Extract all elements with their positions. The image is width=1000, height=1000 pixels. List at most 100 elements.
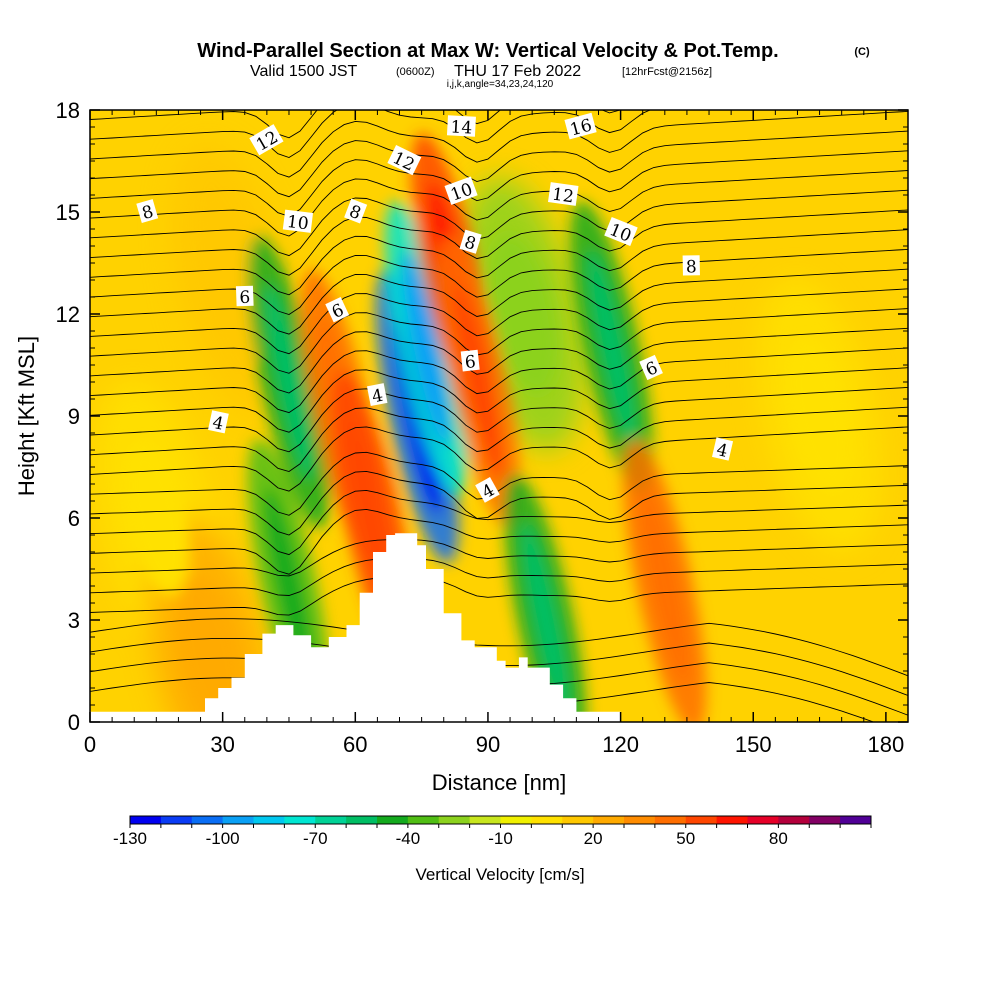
colorbar-tick-label: 20: [584, 829, 603, 848]
colorbar-swatch: [562, 816, 594, 824]
contour-label-9: 14: [446, 115, 476, 139]
colorbar-label: Vertical Velocity [cm/s]: [415, 865, 584, 884]
contour-label-7: 4: [366, 383, 388, 408]
pot-temp-line-29: [90, 110, 622, 139]
velocity-core-11: [489, 235, 558, 393]
contour-label-12: 6: [460, 349, 480, 373]
colorbar-tick-label: -10: [488, 829, 513, 848]
pot-temp-line-19: [90, 268, 908, 335]
x-tick-label: 150: [735, 732, 772, 757]
contour-label-11: 8: [459, 229, 482, 255]
pot-temp-line-17: [90, 308, 908, 374]
colorbar-swatch: [130, 816, 162, 824]
pot-temp-line-3: [90, 618, 908, 677]
velocity-core-12: [521, 522, 570, 718]
y-axis-label: Height [Kft MSL]: [14, 336, 39, 496]
contour-label-text: 6: [239, 288, 251, 308]
y-tick-label: 3: [68, 608, 80, 633]
colorbar-tick-label: -40: [396, 829, 421, 848]
contour-label-3: 8: [344, 198, 368, 224]
colorbar-tick-label: -70: [303, 829, 328, 848]
colorbar-swatch: [315, 816, 347, 824]
contour-label-text: 8: [686, 257, 697, 277]
pot-temp-line-6: [90, 539, 908, 577]
colorbar-swatch: [500, 816, 532, 824]
y-tick-label: 6: [68, 506, 80, 531]
pot-temp-line-5: [90, 557, 908, 596]
colorbar-swatch: [593, 816, 625, 824]
x-tick-label: 120: [602, 732, 639, 757]
subtitle-date: THU 17 Feb 2022: [454, 63, 581, 80]
pot-temp-line-9: [90, 470, 908, 536]
pot-temp-line-10: [90, 451, 908, 516]
subtitle-forecast: [12hrFcst@2156z]: [622, 66, 712, 78]
pot-temp-line-18: [90, 288, 908, 355]
contour-label-text: 8: [140, 202, 156, 224]
colorbar: -130 -100 -70 -40 -10 20 50 80: [113, 815, 872, 848]
x-tick-label: 0: [84, 732, 96, 757]
x-tick-label: 90: [476, 732, 500, 757]
chart-title: Wind-Parallel Section at Max W: Vertical…: [197, 40, 778, 62]
pot-temp-line-4: [90, 576, 908, 616]
colorbar-swatch: [840, 816, 872, 824]
colorbar-swatch: [438, 816, 471, 824]
x-tick-label: 180: [868, 732, 905, 757]
pot-temp-line-15: [90, 347, 908, 414]
pot-temp-line-25: [90, 150, 908, 217]
colorbar-swatch: [685, 816, 718, 824]
pot-temp-line-20: [90, 248, 908, 315]
colorbar-swatch: [809, 816, 841, 824]
colorbar-tick-label: -100: [206, 829, 240, 848]
pot-temp-line-7: [90, 508, 908, 575]
contour-label-text: 4: [370, 386, 384, 408]
colorbar-swatch: [253, 816, 285, 824]
contour-label-18: 6: [639, 354, 663, 381]
contour-label-17: 8: [682, 255, 700, 277]
pot-temp-line-22: [90, 209, 908, 276]
colorbar-swatch: [377, 816, 409, 824]
contour-label-2: 8: [136, 199, 159, 224]
colorbar-swatch: [716, 816, 748, 824]
x-tick-label: 60: [343, 732, 367, 757]
contour-label-text: 12: [551, 185, 575, 208]
velocity-core-15: [785, 337, 854, 495]
contour-label-5: 6: [325, 297, 350, 323]
contour-label-4: 6: [235, 285, 254, 308]
subtitle-valid: Valid 1500 JST: [250, 63, 358, 80]
pot-temp-line-11: [90, 426, 908, 492]
terrain-mask: [90, 533, 908, 722]
subtitle-indices: i,j,k,angle=34,23,24,120: [447, 79, 554, 90]
contour-label-text: 14: [450, 117, 473, 138]
colorbar-swatch: [778, 816, 810, 824]
colorbar-swatch: [160, 816, 193, 824]
subtitle-utc: (0600Z): [396, 66, 435, 78]
pot-temp-line-14: [90, 367, 908, 433]
contour-label-1: 10: [282, 209, 314, 234]
velocity-core-14: [640, 488, 689, 684]
velocity-core-10: [455, 284, 503, 480]
y-tick-label: 15: [56, 200, 80, 225]
pot-temp-line-24: [90, 170, 908, 237]
colorbar-swatch: [747, 816, 779, 824]
colorbar-swatch: [624, 816, 656, 824]
contour-label-text: 10: [286, 212, 310, 234]
velocity-core-13: [587, 250, 636, 446]
colorbar-tick-label: -130: [113, 829, 147, 848]
contour-label-13: 4: [475, 477, 500, 503]
x-tick-label: 30: [210, 732, 234, 757]
contour-label-19: 4: [711, 437, 734, 462]
contour-label-text: 4: [715, 440, 730, 462]
y-tick-label: 12: [56, 302, 80, 327]
colorbar-swatch: [191, 816, 224, 824]
copyright-mark: (C): [854, 46, 870, 58]
colorbar-swatch: [222, 816, 254, 824]
colorbar-swatch: [469, 816, 501, 824]
pot-temp-line-21: [90, 229, 908, 296]
contour-label-6: 4: [208, 410, 229, 435]
contour-label-text: 4: [211, 413, 226, 435]
pot-temp-line-27: [90, 110, 908, 178]
colorbar-swatch: [407, 816, 440, 824]
y-tick-label: 0: [68, 710, 80, 735]
velocity-core-8: [402, 250, 450, 446]
